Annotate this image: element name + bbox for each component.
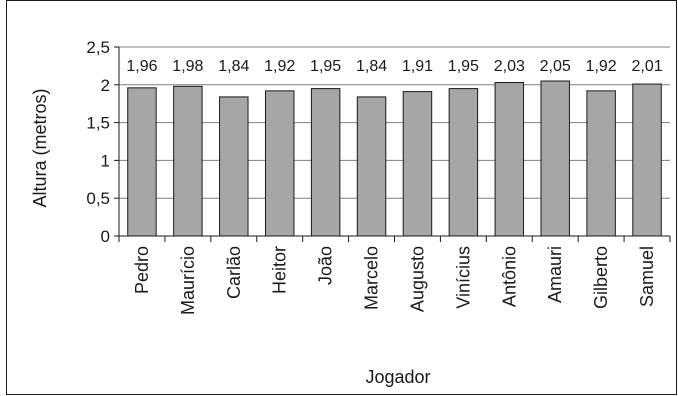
data-label: 1,84 xyxy=(356,58,387,75)
y-tick-label: 0,5 xyxy=(86,189,110,208)
axes xyxy=(114,46,671,242)
data-label: 1,95 xyxy=(448,58,479,75)
x-tick-label: Pedro xyxy=(132,246,152,294)
x-tick-label: Vinícius xyxy=(453,246,473,309)
x-tick-label: Augusto xyxy=(407,246,427,312)
data-label: 2,01 xyxy=(631,58,662,75)
bar xyxy=(540,80,570,237)
x-tick-label: Marcelo xyxy=(362,246,382,310)
y-axis-title: Altura (metros) xyxy=(30,88,50,207)
x-tick-label: Antônio xyxy=(499,246,519,307)
x-tick-label: Gilberto xyxy=(591,246,611,309)
bar xyxy=(219,96,249,237)
bar xyxy=(494,82,525,237)
y-tick-label: 2 xyxy=(101,76,110,95)
x-axis-title: Jogador xyxy=(365,367,430,387)
gridlines xyxy=(119,46,670,199)
data-label: 1,91 xyxy=(402,58,433,75)
x-tick-label: Maurício xyxy=(178,246,198,315)
data-label: 1,95 xyxy=(310,58,341,75)
y-tick-label: 0 xyxy=(101,227,110,246)
data-label: 1,96 xyxy=(126,58,157,75)
bars xyxy=(127,80,662,237)
bar xyxy=(632,83,662,237)
x-tick-label: Samuel xyxy=(637,246,657,307)
bar xyxy=(264,90,295,237)
y-tick-label: 1 xyxy=(101,151,110,170)
data-label: 1,92 xyxy=(264,58,295,75)
x-tick-label: Carlão xyxy=(224,246,244,299)
data-label: 2,05 xyxy=(540,58,571,75)
bar xyxy=(127,87,157,237)
x-tick-label: Amauri xyxy=(545,246,565,303)
data-label: 1,98 xyxy=(172,58,203,75)
data-label: 1,84 xyxy=(218,58,249,75)
data-label: 2,03 xyxy=(494,58,525,75)
bar xyxy=(310,88,341,237)
y-tick-label: 2,5 xyxy=(86,38,110,57)
y-tick-label: 1,5 xyxy=(86,114,110,133)
data-label: 1,92 xyxy=(586,58,617,75)
bar xyxy=(173,85,203,237)
bar xyxy=(356,96,387,237)
x-tick-label: Heitor xyxy=(270,246,290,294)
labels: 0 0,5 1 1,5 2 2,5 1,96 Pedro 1,98 Maurício 1,84 Car… xyxy=(86,38,662,315)
x-tick-label: João xyxy=(316,246,336,285)
bar xyxy=(402,91,433,237)
bar xyxy=(448,88,479,237)
bar xyxy=(586,90,616,237)
